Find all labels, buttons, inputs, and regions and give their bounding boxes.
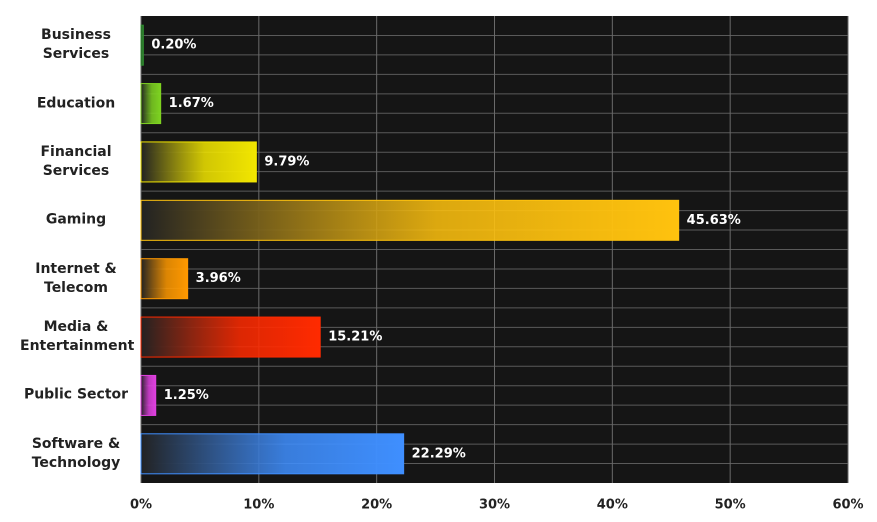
y-tick-label: Gaming (45, 211, 107, 228)
y-tick-label: Internet & Telecom (35, 260, 117, 296)
value-label: 9.79% (264, 154, 309, 169)
y-tick-label: Media & Entertainment (20, 319, 135, 355)
x-tick-label: 40% (597, 498, 628, 513)
x-tick-label: 60% (832, 498, 863, 513)
bar (140, 24, 144, 66)
bar (140, 83, 162, 125)
x-tick-label: 10% (243, 498, 274, 513)
x-tick-label: 20% (361, 498, 392, 513)
bar (140, 141, 257, 183)
y-tick-label: Financial Services (40, 143, 112, 179)
bar (140, 258, 189, 300)
bar (140, 199, 680, 241)
x-tick-label: 50% (715, 498, 746, 513)
value-label: 1.25% (164, 388, 209, 403)
bar (140, 316, 321, 358)
value-label: 0.20% (151, 38, 196, 53)
y-tick-label: Business Services (41, 27, 111, 63)
value-label: 3.96% (196, 271, 241, 286)
y-tick-label: Public Sector (23, 386, 129, 403)
value-label: 15.21% (328, 330, 382, 345)
y-tick-label: Software & Technology (31, 435, 121, 471)
y-tick-label: Education (36, 95, 116, 112)
bar (140, 374, 157, 416)
x-tick-label: 0% (130, 498, 152, 513)
value-label: 45.63% (687, 213, 741, 228)
x-tick-label: 30% (479, 498, 510, 513)
value-label: 22.29% (412, 446, 466, 461)
value-label: 1.67% (169, 96, 214, 111)
bar (140, 433, 405, 475)
